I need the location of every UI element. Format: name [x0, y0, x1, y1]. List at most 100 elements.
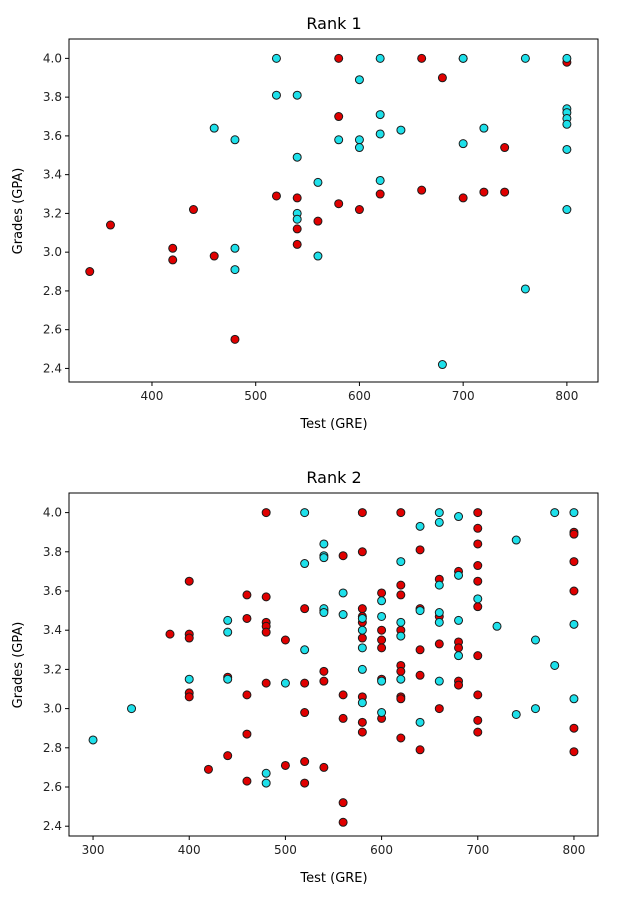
data-point-series-1 — [415, 606, 425, 616]
data-point-series-0 — [261, 627, 271, 637]
data-point-series-1 — [300, 645, 310, 655]
data-point-series-1 — [313, 177, 323, 187]
data-point-series-0 — [473, 539, 483, 549]
data-point-series-1 — [223, 615, 233, 625]
y-tick-label: 2.8 — [43, 284, 62, 298]
data-point-series-1 — [473, 594, 483, 604]
y-axis-label: Grades (GPA) — [11, 168, 26, 255]
data-point-series-1 — [454, 512, 464, 522]
x-tick-label: 600 — [370, 843, 393, 857]
x-tick-label: 500 — [274, 843, 297, 857]
data-point-series-0 — [473, 715, 483, 725]
data-point-series-1 — [354, 143, 364, 153]
data-point-series-1 — [434, 608, 444, 618]
x-tick-label: 700 — [466, 843, 489, 857]
data-point-series-0 — [569, 723, 579, 733]
data-point-series-0 — [271, 191, 281, 201]
data-point-series-1 — [569, 508, 579, 518]
chart-title: Rank 2 — [306, 468, 361, 487]
data-point-series-1 — [454, 651, 464, 661]
data-point-series-0 — [473, 690, 483, 700]
data-point-series-0 — [396, 694, 406, 704]
data-point-series-1 — [271, 53, 281, 63]
data-point-series-0 — [357, 727, 367, 737]
data-point-series-0 — [165, 629, 175, 639]
data-point-series-0 — [261, 592, 271, 602]
data-point-series-0 — [500, 187, 510, 197]
data-point-series-0 — [300, 708, 310, 718]
data-point-series-0 — [319, 676, 329, 686]
y-tick-label: 2.6 — [43, 323, 62, 337]
data-point-series-1 — [458, 53, 468, 63]
data-point-series-1 — [530, 635, 540, 645]
data-point-series-0 — [338, 798, 348, 808]
y-tick-label: 3.2 — [43, 662, 62, 676]
data-point-series-1 — [375, 129, 385, 139]
y-tick-label: 3.6 — [43, 129, 62, 143]
data-point-series-0 — [230, 334, 240, 344]
data-point-series-1 — [319, 553, 329, 563]
data-point-series-1 — [292, 90, 302, 100]
data-point-series-1 — [88, 735, 98, 745]
y-tick-label: 3.4 — [43, 168, 62, 182]
data-point-series-1 — [530, 704, 540, 714]
data-point-series-1 — [357, 643, 367, 653]
data-point-series-0 — [473, 651, 483, 661]
data-point-series-1 — [396, 125, 406, 135]
data-point-series-1 — [261, 778, 271, 788]
data-point-series-0 — [203, 764, 213, 774]
data-point-series-1 — [375, 110, 385, 120]
data-point-series-1 — [292, 152, 302, 162]
data-point-series-0 — [396, 580, 406, 590]
data-point-series-1 — [261, 768, 271, 778]
data-point-series-1 — [230, 265, 240, 275]
data-point-series-0 — [458, 193, 468, 203]
y-tick-label: 3.8 — [43, 90, 62, 104]
data-point-series-0 — [437, 73, 447, 83]
data-point-series-0 — [300, 604, 310, 614]
data-point-series-0 — [242, 776, 252, 786]
data-point-series-1 — [415, 717, 425, 727]
data-point-series-0 — [300, 757, 310, 767]
data-point-series-0 — [300, 778, 310, 788]
data-point-series-0 — [417, 185, 427, 195]
data-point-series-1 — [396, 674, 406, 684]
y-tick-label: 4.0 — [43, 506, 62, 520]
data-point-series-1 — [319, 539, 329, 549]
data-point-series-1 — [357, 613, 367, 623]
data-point-series-0 — [280, 635, 290, 645]
data-point-series-1 — [562, 205, 572, 215]
data-point-series-0 — [377, 588, 387, 598]
data-point-series-1 — [511, 709, 521, 719]
data-point-series-1 — [334, 135, 344, 145]
data-point-series-1 — [492, 621, 502, 631]
data-point-series-0 — [168, 255, 178, 265]
data-point-series-0 — [334, 199, 344, 209]
plot-frame — [68, 38, 599, 383]
y-tick-label: 2.4 — [43, 361, 62, 375]
data-point-series-1 — [354, 135, 364, 145]
data-point-series-1 — [415, 521, 425, 531]
data-point-series-1 — [127, 704, 137, 714]
data-point-series-1 — [434, 617, 444, 627]
data-point-series-0 — [334, 112, 344, 122]
data-point-series-0 — [300, 678, 310, 688]
data-point-series-1 — [280, 678, 290, 688]
data-point-series-0 — [396, 590, 406, 600]
data-point-series-0 — [188, 205, 198, 215]
x-tick-label: 700 — [452, 389, 475, 403]
data-point-series-1 — [454, 570, 464, 580]
x-tick-label: 400 — [141, 389, 164, 403]
data-point-series-1 — [562, 53, 572, 63]
data-point-series-0 — [184, 633, 194, 643]
y-tick-label: 2.6 — [43, 780, 62, 794]
data-point-series-1 — [511, 535, 521, 545]
data-point-series-1 — [375, 53, 385, 63]
y-tick-label: 3.0 — [43, 702, 62, 716]
data-point-series-0 — [473, 602, 483, 612]
data-point-series-0 — [377, 635, 387, 645]
data-point-series-0 — [500, 143, 510, 153]
data-point-series-1 — [313, 251, 323, 261]
data-point-series-1 — [209, 123, 219, 133]
